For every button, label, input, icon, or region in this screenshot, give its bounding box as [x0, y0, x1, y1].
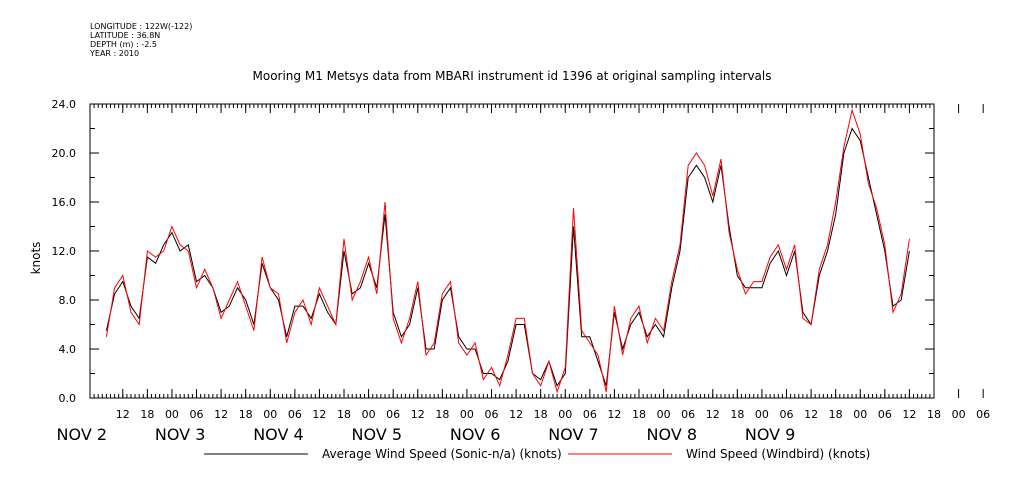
x-tick-label: 06: [485, 408, 499, 421]
legend: Average Wind Speed (Sonic-n/a) (knots) W…: [204, 447, 870, 461]
legend-label-average: Average Wind Speed (Sonic-n/a) (knots): [322, 447, 562, 461]
x-tick-label: 12: [411, 408, 425, 421]
y-tick-label: 4.0: [59, 343, 77, 356]
x-tick-label: 12: [706, 408, 720, 421]
x-day-label: NOV 5: [352, 425, 403, 444]
x-tick-label: 00: [558, 408, 572, 421]
x-tick-label: 00: [755, 408, 769, 421]
x-tick-label: 18: [435, 408, 449, 421]
y-tick-label: 24.0: [52, 98, 77, 111]
x-tick-label: 18: [337, 408, 351, 421]
x-day-label: NOV 7: [548, 425, 599, 444]
x-tick-label: 00: [362, 408, 376, 421]
x-tick-label: 12: [902, 408, 916, 421]
x-tick-label: 06: [288, 408, 302, 421]
x-tick-label: 12: [607, 408, 621, 421]
x-tick-label: 18: [534, 408, 548, 421]
x-tick-label: 00: [263, 408, 277, 421]
depth-label: DEPTH (m) : -2.5: [90, 40, 157, 49]
y-axis-label: knots: [29, 242, 43, 275]
x-tick-label: 18: [239, 408, 253, 421]
x-tick-label: 06: [878, 408, 892, 421]
x-tick-label: 00: [657, 408, 671, 421]
plot-area: 12 18 00 06 12 18 00 06 12 18 00 06 12 18 00 06 12 18 00 06…: [52, 98, 991, 444]
x-tick-label: 12: [804, 408, 818, 421]
x-tick-label: 12: [509, 408, 523, 421]
y-tick-label: 12.0: [52, 245, 77, 258]
x-tick-label: 00: [952, 408, 966, 421]
x-tick-label: 00: [853, 408, 867, 421]
x-day-label: NOV 2: [57, 425, 108, 444]
y-tick-label: 0.0: [59, 392, 77, 405]
x-tick-label: 00: [460, 408, 474, 421]
x-tick-label: 06: [681, 408, 695, 421]
x-tick-label: 18: [730, 408, 744, 421]
x-tick-label: 00: [165, 408, 179, 421]
y-tick-label: 8.0: [59, 294, 77, 307]
longitude-label: LONGITUDE : 122W(-122): [90, 22, 193, 31]
latitude-label: LATITUDE : 36.8N: [90, 31, 161, 40]
metadata-block: LONGITUDE : 122W(-122) LATITUDE : 36.8N …: [90, 22, 192, 58]
x-day-label: NOV 9: [745, 425, 796, 444]
x-tick-label: 12: [116, 408, 130, 421]
x-tick-label: 06: [780, 408, 794, 421]
x-tick-label: 06: [976, 408, 990, 421]
x-day-label: NOV 8: [647, 425, 698, 444]
x-tick-label: 12: [312, 408, 326, 421]
series-line-average: [105, 127, 910, 387]
x-day-label: NOV 3: [155, 425, 206, 444]
series-line-windbird: [105, 108, 910, 394]
y-tick-label: 16.0: [52, 196, 77, 209]
y-tick-label: 20.0: [52, 147, 77, 160]
plot-frame: [89, 103, 935, 399]
x-day-label: NOV 4: [253, 425, 304, 444]
x-tick-label: 12: [214, 408, 228, 421]
year-label: YEAR : 2010: [90, 49, 140, 58]
x-tick-label: 06: [583, 408, 597, 421]
x-tick-label: 18: [632, 408, 646, 421]
x-tick-label: 18: [927, 408, 941, 421]
x-tick-label: 06: [190, 408, 204, 421]
legend-label-windbird: Wind Speed (Windbird) (knots): [686, 447, 870, 461]
x-tick-label: 18: [140, 408, 154, 421]
chart-title: Mooring M1 Metsys data from MBARI instru…: [253, 69, 772, 83]
x-day-label: NOV 6: [450, 425, 501, 444]
x-tick-label: 06: [386, 408, 400, 421]
x-tick-label: 18: [829, 408, 843, 421]
